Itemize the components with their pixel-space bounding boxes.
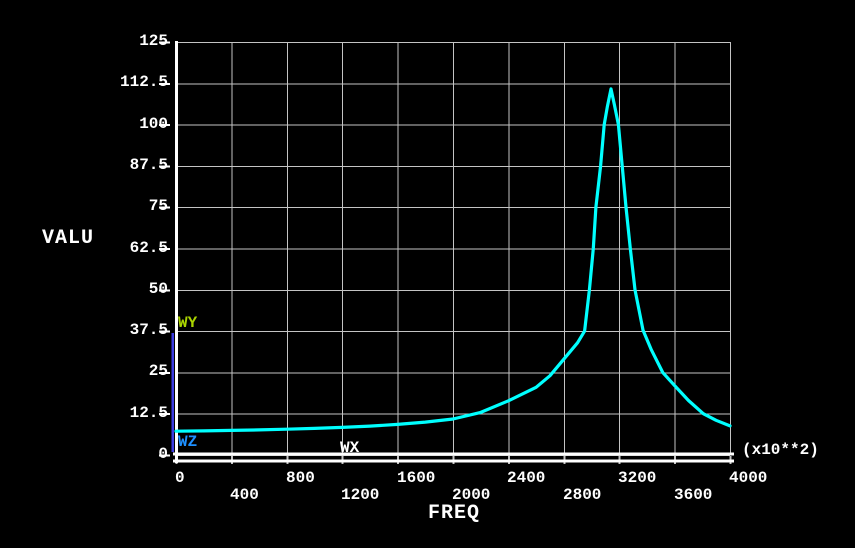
x-tick-label: 1600 bbox=[397, 469, 436, 487]
y-tick-label: 100 bbox=[139, 115, 168, 133]
response-curve bbox=[174, 87, 732, 433]
working-plane-y-label: WY bbox=[178, 314, 198, 332]
y-tick-label: 125 bbox=[139, 32, 168, 50]
x-axis-title: FREQ bbox=[428, 502, 481, 525]
y-tick-label: 62.5 bbox=[129, 239, 168, 257]
x-tick-label: 2400 bbox=[507, 469, 546, 487]
x-tick-label: 2800 bbox=[563, 486, 602, 504]
x-tick-label: 1200 bbox=[341, 486, 380, 504]
x-tick-label: 4000 bbox=[729, 469, 768, 487]
x-tick-label: 3600 bbox=[674, 486, 713, 504]
y-tick-label: 37.5 bbox=[129, 321, 168, 339]
y-tick-label: 0 bbox=[158, 445, 168, 463]
working-plane-z-label: WZ bbox=[178, 433, 198, 451]
y-tick-label: 75 bbox=[148, 197, 168, 215]
y-tick-label: 25 bbox=[148, 362, 168, 380]
x-axis-scale-note: (x10**2) bbox=[742, 441, 819, 459]
y-axis-title: VALU bbox=[42, 227, 95, 250]
x-tick-label: 400 bbox=[230, 486, 259, 504]
y-tick-label: 87.5 bbox=[129, 156, 168, 174]
x-tick-label: 0 bbox=[175, 469, 185, 487]
working-plane-x-label: WX bbox=[340, 439, 360, 457]
y-tick-label: 50 bbox=[148, 280, 168, 298]
y-tick-label: 12.5 bbox=[129, 404, 168, 422]
x-tick-label: 800 bbox=[286, 469, 315, 487]
y-tick-label: 112.5 bbox=[119, 73, 168, 91]
x-tick-label: 2000 bbox=[452, 486, 491, 504]
x-tick-label: 3200 bbox=[618, 469, 657, 487]
